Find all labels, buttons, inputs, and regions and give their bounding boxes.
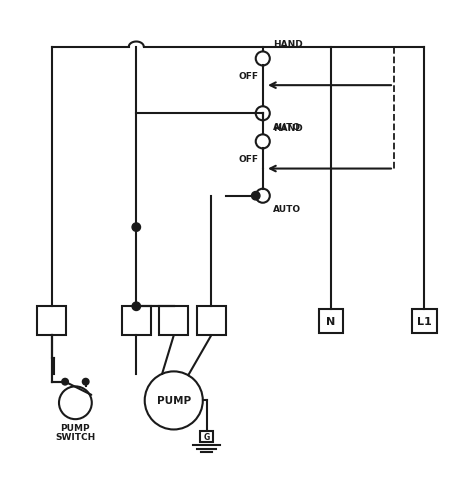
Bar: [197, 306, 226, 336]
Text: N: N: [326, 316, 335, 326]
Bar: [319, 309, 343, 333]
Circle shape: [252, 192, 260, 201]
Text: HAND: HAND: [273, 40, 303, 49]
Bar: [412, 309, 437, 333]
Text: AUTO: AUTO: [273, 122, 301, 131]
Text: PUMP: PUMP: [61, 423, 90, 432]
Text: OFF: OFF: [238, 71, 258, 81]
Bar: [159, 306, 188, 336]
Circle shape: [132, 224, 140, 232]
Circle shape: [132, 303, 140, 311]
Circle shape: [62, 379, 68, 385]
Text: AUTO: AUTO: [273, 205, 301, 214]
Bar: [201, 431, 213, 442]
Circle shape: [82, 379, 89, 385]
Text: HAND: HAND: [273, 123, 303, 133]
Text: SWITCH: SWITCH: [55, 432, 96, 441]
Text: OFF: OFF: [238, 155, 258, 163]
Text: G: G: [203, 432, 210, 441]
Bar: [122, 306, 151, 336]
Bar: [37, 306, 66, 336]
Text: L1: L1: [417, 316, 432, 326]
Text: PUMP: PUMP: [157, 396, 191, 406]
